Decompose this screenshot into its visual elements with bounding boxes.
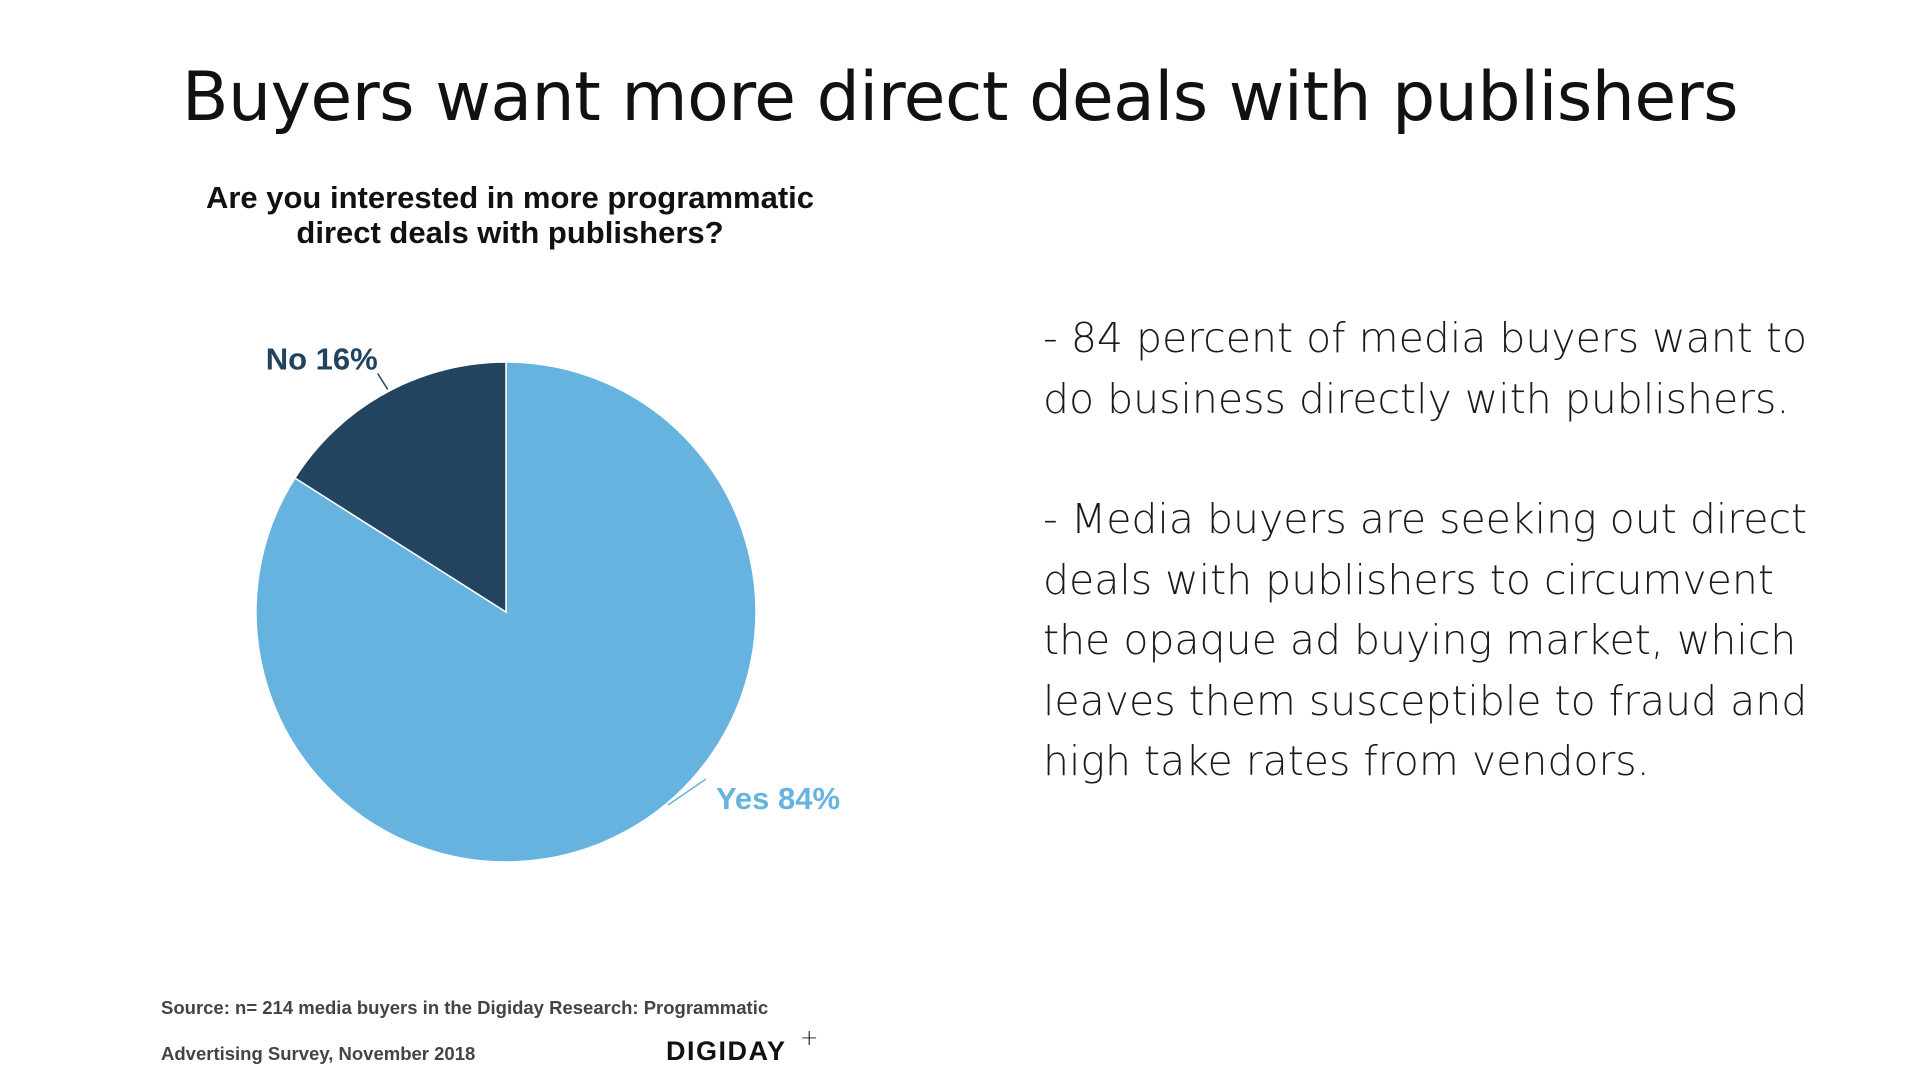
source-line-2: Advertising Survey, November 2018 bbox=[161, 1043, 476, 1064]
bullet-point: - Media buyers are seeking out direct de… bbox=[1043, 489, 1863, 792]
bullet-line: leaves them susceptible to fraud and bbox=[1043, 676, 1808, 725]
slice-label-no: No 16% bbox=[266, 341, 378, 376]
bullet-line: high take rates from vendors. bbox=[1043, 737, 1650, 785]
chart-title-line-2: direct deals with publishers? bbox=[296, 215, 724, 250]
bullet-point: - 84 percent of media buyers want to do … bbox=[1043, 308, 1863, 429]
bullet-line: - 84 percent of media buyers want to bbox=[1043, 314, 1808, 362]
bullet-line: do business directly with publishers. bbox=[1043, 374, 1790, 423]
source-note: Source: n= 214 media buyers in the Digid… bbox=[161, 985, 861, 1077]
bullet-line: the opaque ad buying market, which bbox=[1043, 616, 1797, 664]
logo-plus-icon: + bbox=[800, 1026, 819, 1051]
page-title: Buyers want more direct deals with publi… bbox=[181, 58, 1739, 137]
leader-line-yes bbox=[667, 778, 707, 806]
pie-slice-no bbox=[293, 361, 507, 614]
slice-label-yes: Yes 84% bbox=[716, 781, 840, 816]
bullet-list: - 84 percent of media buyers want to do … bbox=[1043, 308, 1863, 852]
bullet-line: deals with publishers to circumvent bbox=[1043, 555, 1774, 604]
chart-title: Are you interested in more programmatic … bbox=[150, 180, 870, 250]
leader-line-no bbox=[377, 373, 389, 390]
chart-title-line-1: Are you interested in more programmatic bbox=[205, 180, 815, 215]
bullet-line: - Media buyers are seeking out direct bbox=[1043, 495, 1808, 543]
source-line-1: Source: n= 214 media buyers in the Digid… bbox=[161, 997, 769, 1018]
digiday-logo: DIGIDAY bbox=[666, 1036, 787, 1066]
